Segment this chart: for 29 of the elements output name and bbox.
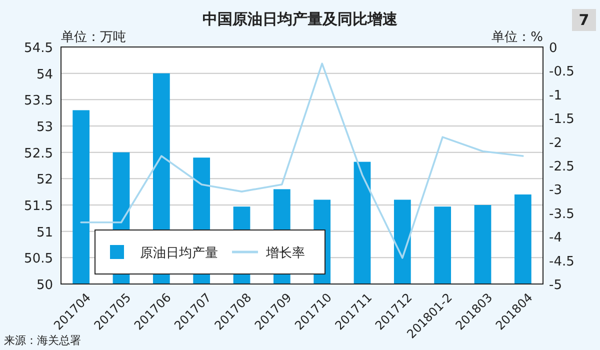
y2-tick-label: 0 xyxy=(549,41,558,56)
y-tick-label: 51 xyxy=(36,225,53,240)
y2-tick-label: -2 xyxy=(549,136,562,151)
y-tick-label: 50 xyxy=(36,278,53,293)
y-tick-label: 53.5 xyxy=(24,94,53,109)
text: 7 xyxy=(578,11,590,29)
chart-title: 中国原油日均产量及同比增速 xyxy=(202,10,398,28)
source-note: 来源：海关总署 xyxy=(4,334,81,347)
y2-tick-label: -4.5 xyxy=(549,254,574,270)
y-tick-label: 51.5 xyxy=(24,199,53,214)
y2-tick-label: -4 xyxy=(549,230,562,246)
y2-tick-label: -0.5 xyxy=(549,64,574,80)
y2-tick-label: -1.5 xyxy=(549,112,574,128)
text: 单位：万吨 xyxy=(61,30,126,45)
legend-label: 增长率 xyxy=(265,245,305,261)
line-series xyxy=(80,62,524,259)
y2-tick-label: -2.5 xyxy=(549,160,574,174)
y-tick-label: 54.5 xyxy=(24,41,53,56)
y2-tick-label: -3 xyxy=(549,183,562,198)
y-tick-label: 53 xyxy=(36,120,53,135)
y-tick-label: 52 xyxy=(36,172,53,188)
legend-label: 原油日均产量 xyxy=(140,246,218,261)
y2-tick-label: -5 xyxy=(549,278,562,293)
y-tick-label: 50.5 xyxy=(24,252,53,267)
y2-tick-label: -1 xyxy=(549,88,562,104)
y2-tick-label: -3.5 xyxy=(549,206,574,222)
y-tick-label: 54 xyxy=(36,67,53,82)
text: 单位：% xyxy=(492,30,543,45)
y-tick-label: 52.5 xyxy=(24,146,53,162)
